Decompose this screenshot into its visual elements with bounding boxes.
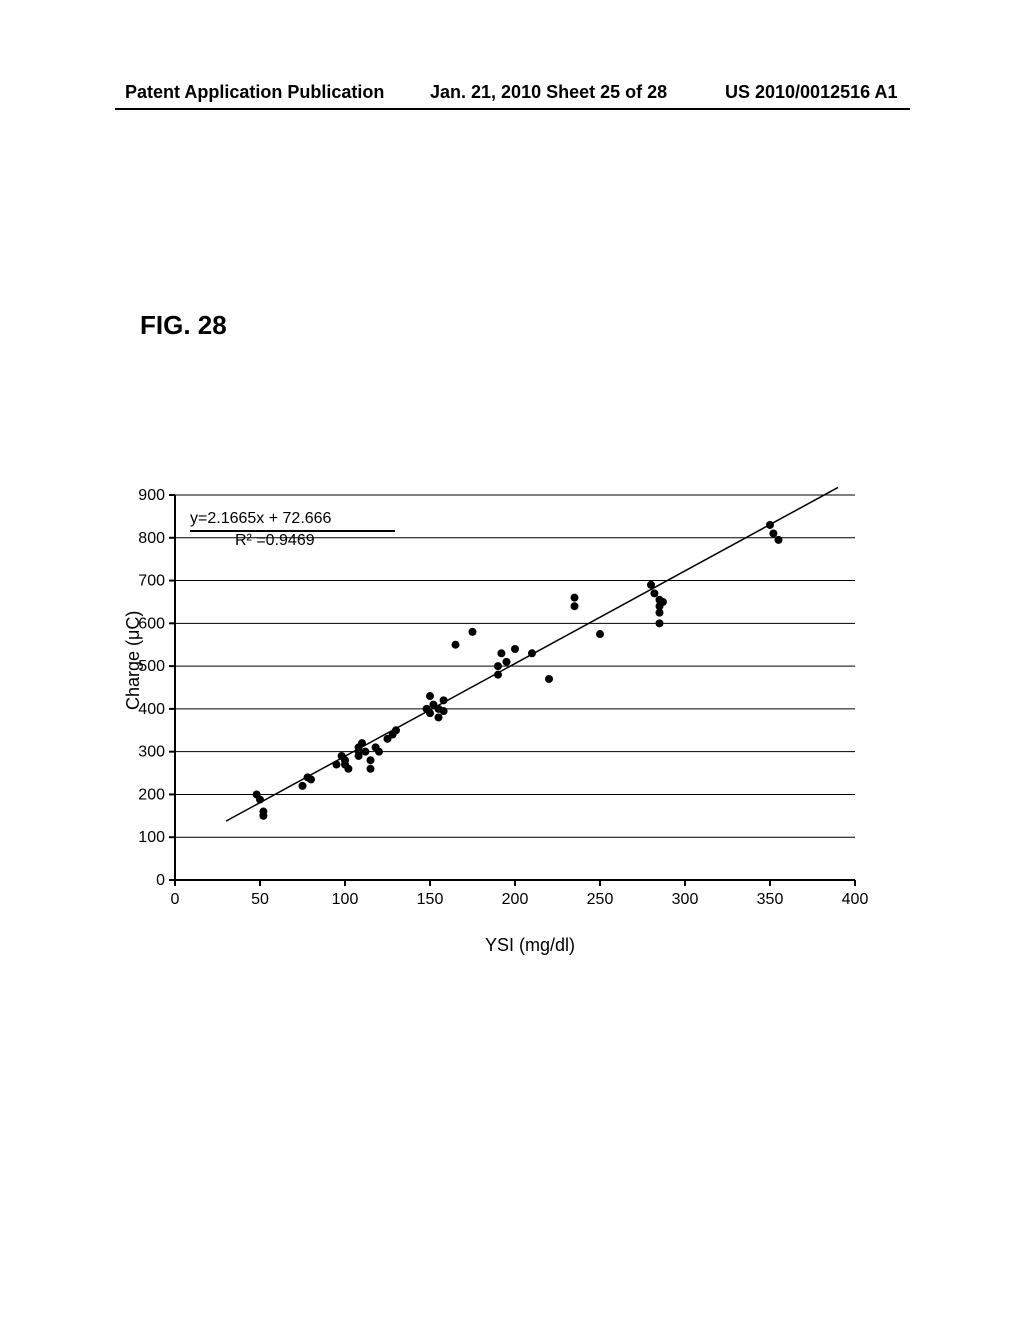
svg-text:300: 300 [672, 891, 699, 908]
svg-text:300: 300 [138, 744, 165, 761]
header-rule [115, 108, 910, 110]
header-left: Patent Application Publication [125, 82, 384, 103]
r-squared-label: R² =0.9469 [235, 532, 315, 550]
svg-text:0: 0 [156, 872, 165, 889]
x-axis-label: YSI (mg/dl) [485, 935, 575, 956]
svg-text:900: 900 [138, 487, 165, 504]
svg-text:350: 350 [757, 891, 784, 908]
svg-text:700: 700 [138, 573, 165, 590]
regression-equation: y=2.1665x + 72.666 [190, 510, 331, 528]
svg-text:200: 200 [502, 891, 529, 908]
svg-text:150: 150 [417, 891, 444, 908]
svg-text:50: 50 [251, 891, 269, 908]
chart-svg: 0100200300400500600700800900050100150200… [105, 490, 885, 950]
header-center: Jan. 21, 2010 Sheet 25 of 28 [430, 82, 667, 103]
scatter-chart: y=2.1665x + 72.666 R² =0.9469 0 100 200 300… [105, 490, 885, 1000]
header-right: US 2010/0012516 A1 [725, 82, 897, 103]
svg-text:250: 250 [587, 891, 614, 908]
svg-text:0: 0 [171, 891, 180, 908]
svg-text:100: 100 [138, 829, 165, 846]
svg-text:100: 100 [332, 891, 359, 908]
svg-text:200: 200 [138, 786, 165, 803]
patent-page: Patent Application Publication Jan. 21, … [0, 0, 1024, 1320]
figure-label: FIG. 28 [140, 310, 227, 341]
svg-text:800: 800 [138, 530, 165, 547]
svg-text:400: 400 [842, 891, 869, 908]
y-axis-label: Charge (μC) [123, 611, 144, 710]
